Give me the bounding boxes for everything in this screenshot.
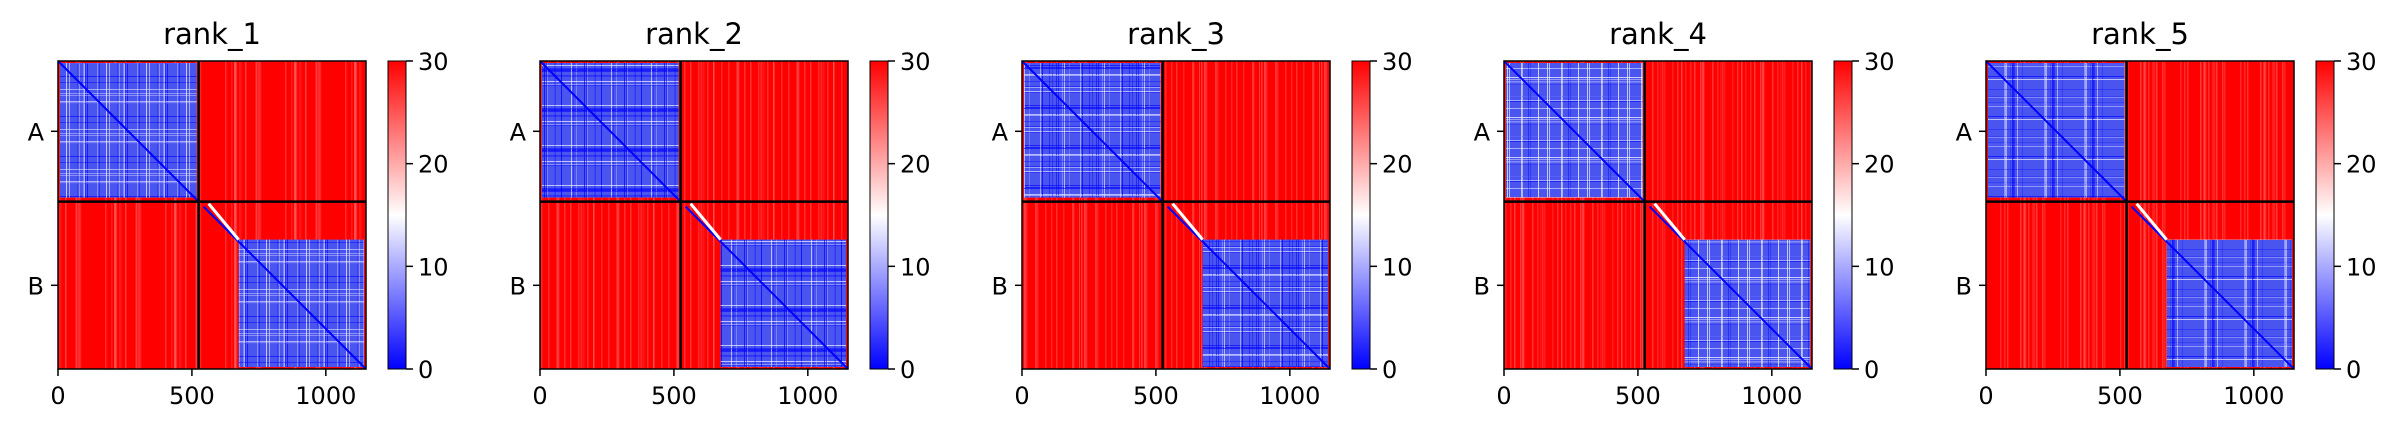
diagonal-B-edge xyxy=(207,202,240,241)
panel-rank_2: rank_2 A B 0 500 1000 0 10 20 30 xyxy=(510,17,931,410)
colorbar-tick-label: 30 xyxy=(1864,48,1895,76)
y-tick-label: A xyxy=(1474,118,1491,146)
heatmap-frame xyxy=(57,60,367,370)
panel-rank_1: rank_1 A B 0 500 1000 0 10 20 30 xyxy=(28,17,449,410)
heatmap-frame xyxy=(1021,60,1331,370)
colorbar-tick-label: 10 xyxy=(1382,253,1413,281)
heatmap-frame xyxy=(1503,60,1813,370)
chart-title: rank_1 xyxy=(163,17,261,51)
diagonal-A xyxy=(1503,60,1646,203)
x-tick-label: 1000 xyxy=(295,382,356,410)
colorbar-tick-label: 0 xyxy=(418,356,433,384)
chart-title: rank_3 xyxy=(1127,17,1225,51)
y-tick-label: B xyxy=(992,272,1008,300)
y-tick-label: A xyxy=(510,118,527,146)
colorbar xyxy=(869,60,889,370)
chart-title: rank_5 xyxy=(2091,17,2189,51)
panel-rank_5: rank_5 A B 0 500 1000 0 10 20 30 xyxy=(1956,17,2377,410)
diagonal-B-edge xyxy=(1171,202,1204,241)
colorbar-tick-label: 0 xyxy=(1864,356,1879,384)
diagonal-B-edge xyxy=(1653,202,1686,241)
panel-rank_3: rank_3 A B 0 500 1000 0 10 20 30 xyxy=(992,17,1413,410)
colorbar-tick-label: 10 xyxy=(2346,253,2377,281)
chart-title: rank_2 xyxy=(645,17,743,51)
colorbar-tick-label: 10 xyxy=(1864,253,1895,281)
x-tick-label: 1000 xyxy=(1741,382,1802,410)
colorbar-tick-label: 20 xyxy=(1382,151,1413,179)
colorbar xyxy=(1351,60,1371,370)
diagonal-B xyxy=(1166,205,1331,370)
x-tick-label: 1000 xyxy=(1259,382,1320,410)
x-tick-label: 0 xyxy=(532,382,547,410)
colorbar-tick-label: 30 xyxy=(1382,48,1413,76)
colorbar xyxy=(2315,60,2335,370)
heatmap-rank_4 xyxy=(1503,60,1813,370)
colorbar xyxy=(387,60,407,370)
x-tick-label: 0 xyxy=(1014,382,1029,410)
diagonal-B xyxy=(202,205,367,370)
y-tick-label: B xyxy=(1956,272,1972,300)
x-tick-label: 0 xyxy=(1978,382,1993,410)
colorbar-tick-label: 30 xyxy=(418,48,449,76)
diagonal-B xyxy=(1648,205,1813,370)
y-tick-label: A xyxy=(1956,118,1973,146)
chart-title: rank_4 xyxy=(1609,17,1707,51)
diagonal-B-edge xyxy=(689,202,722,241)
diagonal-A xyxy=(539,60,682,203)
colorbar-tick-label: 20 xyxy=(900,151,931,179)
panel-rank_4: rank_4 A B 0 500 1000 0 10 20 30 xyxy=(1474,17,1895,410)
x-tick-label: 1000 xyxy=(2223,382,2284,410)
x-tick-label: 500 xyxy=(169,382,215,410)
x-tick-label: 1000 xyxy=(777,382,838,410)
colorbar-tick-label: 30 xyxy=(2346,48,2377,76)
heatmap-frame xyxy=(1985,60,2295,370)
y-tick-label: B xyxy=(510,272,526,300)
y-tick-label: A xyxy=(992,118,1009,146)
colorbar-tick-label: 0 xyxy=(900,356,915,384)
heatmap-rank_3 xyxy=(1021,60,1331,370)
x-tick-label: 500 xyxy=(2097,382,2143,410)
x-tick-label: 500 xyxy=(1133,382,1179,410)
colorbar xyxy=(1833,60,1853,370)
x-tick-label: 0 xyxy=(1496,382,1511,410)
y-tick-label: B xyxy=(28,272,44,300)
diagonal-B xyxy=(684,205,849,370)
x-tick-label: 0 xyxy=(50,382,65,410)
y-tick-label: A xyxy=(28,118,45,146)
diagonal-A xyxy=(1021,60,1164,203)
colorbar-tick-label: 30 xyxy=(900,48,931,76)
colorbar-tick-label: 0 xyxy=(2346,356,2361,384)
heatmap-rank_2 xyxy=(539,60,849,370)
colorbar-tick-label: 20 xyxy=(418,151,449,179)
heatmap-frame xyxy=(539,60,849,370)
colorbar-tick-label: 10 xyxy=(900,253,931,281)
x-tick-label: 500 xyxy=(651,382,697,410)
diagonal-B xyxy=(2130,205,2295,370)
colorbar-tick-label: 10 xyxy=(418,253,449,281)
colorbar-tick-label: 0 xyxy=(1382,356,1397,384)
y-tick-label: B xyxy=(1474,272,1490,300)
heatmap-rank_1 xyxy=(57,60,367,370)
heatmap-rank_5 xyxy=(1985,60,2295,370)
x-tick-label: 500 xyxy=(1615,382,1661,410)
colorbar-tick-label: 20 xyxy=(1864,151,1895,179)
diagonal-A xyxy=(1985,60,2128,203)
colorbar-tick-label: 20 xyxy=(2346,151,2377,179)
diagonal-A xyxy=(57,60,200,203)
diagonal-B-edge xyxy=(2135,202,2168,241)
